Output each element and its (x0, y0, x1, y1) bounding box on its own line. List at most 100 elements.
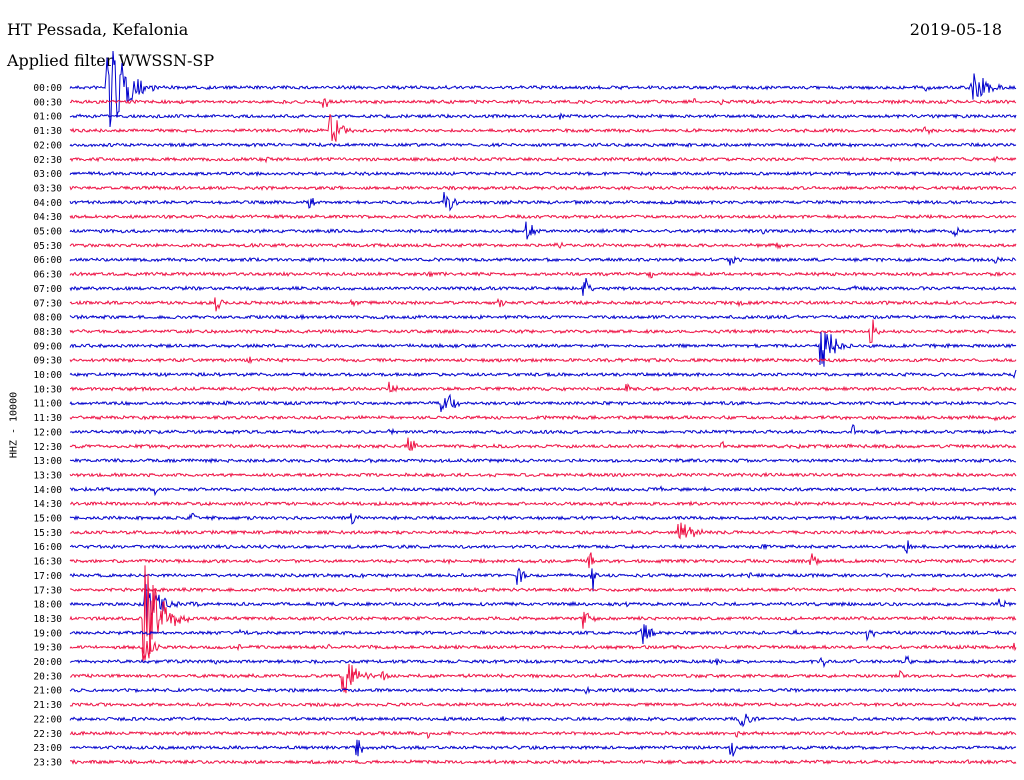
row-time-label: 03:30 (33, 183, 62, 194)
trace-line (69, 565, 1017, 655)
row-time-label: 09:00 (33, 341, 62, 352)
row-time-label: 11:00 (33, 399, 62, 410)
trace-line (69, 739, 1017, 757)
trace-line (69, 584, 1017, 625)
row-time-label: 00:00 (33, 83, 62, 94)
row-time-label: 18:00 (33, 600, 62, 611)
row-time-label: 15:00 (33, 514, 62, 525)
row-time-label: 06:00 (33, 255, 62, 266)
trace-line (69, 319, 1016, 344)
row-time-label: 19:00 (33, 628, 62, 639)
trace-line (70, 663, 1017, 694)
trace-line (69, 758, 1017, 766)
trace-line (69, 297, 1017, 312)
row-time-label: 15:30 (33, 528, 62, 539)
row-time-label: 08:30 (33, 327, 62, 338)
row-time-label: 14:00 (33, 485, 62, 496)
trace-line (69, 191, 1017, 212)
row-time-label: 07:30 (33, 298, 62, 309)
trace-line (69, 500, 1017, 507)
trace-line (69, 369, 1017, 379)
trace-line (69, 255, 1017, 266)
trace-line (69, 586, 1017, 593)
row-time-label: 21:00 (33, 686, 62, 697)
row-time-label: 09:30 (33, 356, 62, 367)
row-time-label: 16:30 (33, 557, 62, 568)
trace-line (70, 381, 1017, 393)
trace-line (69, 424, 1017, 436)
date-label: 2019-05-18 (909, 20, 1002, 39)
trace-line (69, 540, 1017, 554)
trace-line (69, 685, 1017, 695)
trace-line (69, 112, 1017, 120)
row-time-label: 20:30 (33, 671, 62, 682)
trace-line (69, 414, 1017, 422)
row-time-label: 10:00 (33, 370, 62, 381)
trace-line (69, 155, 1017, 164)
row-time-label: 16:00 (33, 542, 62, 553)
row-time-label: 23:30 (33, 757, 62, 768)
trace-line (69, 637, 1017, 662)
trace-line (69, 241, 1017, 250)
trace-line (69, 50, 1017, 128)
row-time-label: 08:00 (33, 313, 62, 324)
row-time-label: 22:30 (33, 729, 62, 740)
trace-line (69, 654, 1017, 669)
row-time-label: 05:00 (33, 227, 62, 238)
trace-line (69, 141, 1017, 148)
row-time-label: 17:00 (33, 571, 62, 582)
trace-line (69, 213, 1017, 220)
trace-line (69, 512, 1017, 525)
trace-line (69, 313, 1016, 321)
trace-line (69, 552, 1017, 569)
trace-line (69, 170, 1017, 177)
row-time-label: 14:30 (33, 499, 62, 510)
row-time-label: 06:30 (33, 270, 62, 281)
trace-line (69, 522, 1017, 540)
row-time-label: 21:30 (33, 700, 62, 711)
trace-line (69, 713, 1017, 728)
row-time-label: 23:00 (33, 743, 62, 754)
trace-line (69, 701, 1017, 708)
trace-line (69, 221, 1017, 240)
row-time-label: 10:30 (33, 384, 62, 395)
row-time-label: 13:00 (33, 456, 62, 467)
row-time-label: 12:30 (33, 442, 62, 453)
row-time-label: 04:00 (33, 198, 62, 209)
row-time-label: 11:30 (33, 413, 62, 424)
row-time-label: 01:00 (33, 112, 62, 123)
trace-line (69, 567, 1017, 592)
row-time-label: 13:30 (33, 470, 62, 481)
trace-line (69, 485, 1017, 497)
row-time-label: 19:30 (33, 643, 62, 654)
row-time-label: 02:30 (33, 155, 62, 166)
row-time-label: 05:30 (33, 241, 62, 252)
trace-line (69, 730, 1017, 740)
row-time-label: 00:30 (33, 97, 62, 108)
trace-line (69, 393, 1017, 412)
row-time-label: 12:00 (33, 427, 62, 438)
trace-line (69, 98, 1017, 108)
trace-line (69, 270, 1017, 279)
trace-line (69, 277, 1017, 296)
trace-line (69, 356, 1017, 365)
trace-line (69, 437, 1017, 452)
trace-line (69, 114, 1016, 142)
trace-line (69, 624, 1017, 645)
row-time-label: 17:30 (33, 585, 62, 596)
row-time-label: 04:30 (33, 212, 62, 223)
filter-label: Applied filter WWSSN-SP (7, 51, 215, 70)
trace-line (69, 457, 1017, 464)
row-time-label: 07:00 (33, 284, 62, 295)
station-title: HT Pessada, Kefalonia (7, 20, 189, 39)
trace-line (69, 185, 1017, 192)
row-time-label: 18:30 (33, 614, 62, 625)
row-time-label: 20:00 (33, 657, 62, 668)
row-time-label: 03:00 (33, 169, 62, 180)
row-time-label: 02:00 (33, 140, 62, 151)
trace-line (69, 332, 1017, 367)
trace-line (69, 471, 1017, 478)
row-time-label: 22:00 (33, 714, 62, 725)
row-time-label: 01:30 (33, 126, 62, 137)
